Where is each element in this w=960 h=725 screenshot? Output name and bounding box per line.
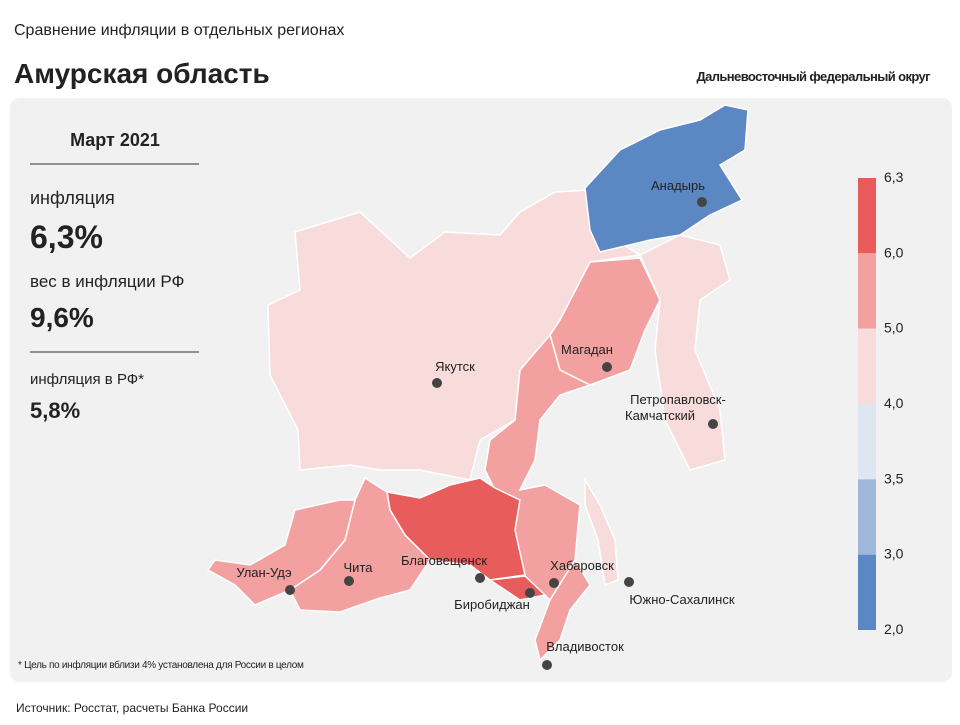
legend-label: 6,3: [884, 169, 904, 185]
legend-swatch: [858, 479, 876, 555]
legend-swatch: [858, 178, 876, 254]
legend-swatch: [858, 253, 876, 329]
value: 6,3%: [30, 219, 103, 255]
city-dot: [602, 362, 612, 372]
value: 5,8%: [30, 398, 80, 423]
region: [534, 558, 591, 662]
legend-label: 2,0: [884, 621, 904, 637]
city-label: Камчатский: [625, 408, 695, 423]
period: Март 2021: [70, 130, 160, 150]
label: инфляция: [30, 188, 115, 208]
city-label: Чита: [344, 560, 374, 575]
district: Дальневосточный федеральный округ: [696, 69, 931, 84]
footnote: * Цель по инфляции вблизи 4% установлена…: [18, 659, 304, 671]
city-label: Биробиджан: [454, 597, 530, 612]
city-dot: [432, 378, 442, 388]
city-label: Владивосток: [546, 639, 624, 654]
map: [206, 104, 749, 662]
value: 9,6%: [30, 302, 94, 333]
source: Источник: Росстат, расчеты Банка России: [16, 701, 248, 715]
legend-swatch: [858, 554, 876, 630]
legend: 6,3 6,0 5,0 4,0 3,5 3,0 2,0: [858, 169, 904, 637]
city-dot: [542, 660, 552, 670]
region: [584, 104, 749, 253]
legend-label: 4,0: [884, 395, 904, 411]
city-dot: [697, 197, 707, 207]
region: [549, 257, 661, 386]
city-dot: [708, 419, 718, 429]
legend-label: 3,0: [884, 546, 904, 562]
city-label: Хабаровск: [550, 558, 614, 573]
city-dot: [285, 585, 295, 595]
label: вес в инфляции РФ: [30, 272, 184, 291]
city-label: Петропавловск-: [630, 392, 726, 407]
city-dot: [549, 578, 559, 588]
legend-label: 5,0: [884, 320, 904, 336]
region: [206, 499, 356, 606]
title: Амурская область: [14, 58, 270, 89]
legend-swatch: [858, 404, 876, 480]
legend-swatch: [858, 328, 876, 404]
city-dot: [624, 577, 634, 587]
city-dot: [525, 588, 535, 598]
city-label: Магадан: [561, 342, 613, 357]
city-label: Анадырь: [651, 178, 705, 193]
label: инфляция в РФ*: [30, 371, 144, 388]
city-dot: [475, 573, 485, 583]
city-label: Благовещенск: [401, 553, 487, 568]
city-dot: [344, 576, 354, 586]
city-label: Улан-Удэ: [236, 565, 292, 580]
region: [639, 234, 731, 471]
legend-label: 3,5: [884, 470, 904, 486]
region: [584, 477, 619, 587]
city-label: Якутск: [435, 359, 475, 374]
city-label: Южно-Сахалинск: [629, 592, 734, 607]
subtitle: Сравнение инфляции в отдельных регионах: [14, 22, 344, 39]
legend-label: 6,0: [884, 244, 904, 260]
cities: Анадырь Якутск Магадан Петропавловск- Ка…: [236, 178, 735, 670]
